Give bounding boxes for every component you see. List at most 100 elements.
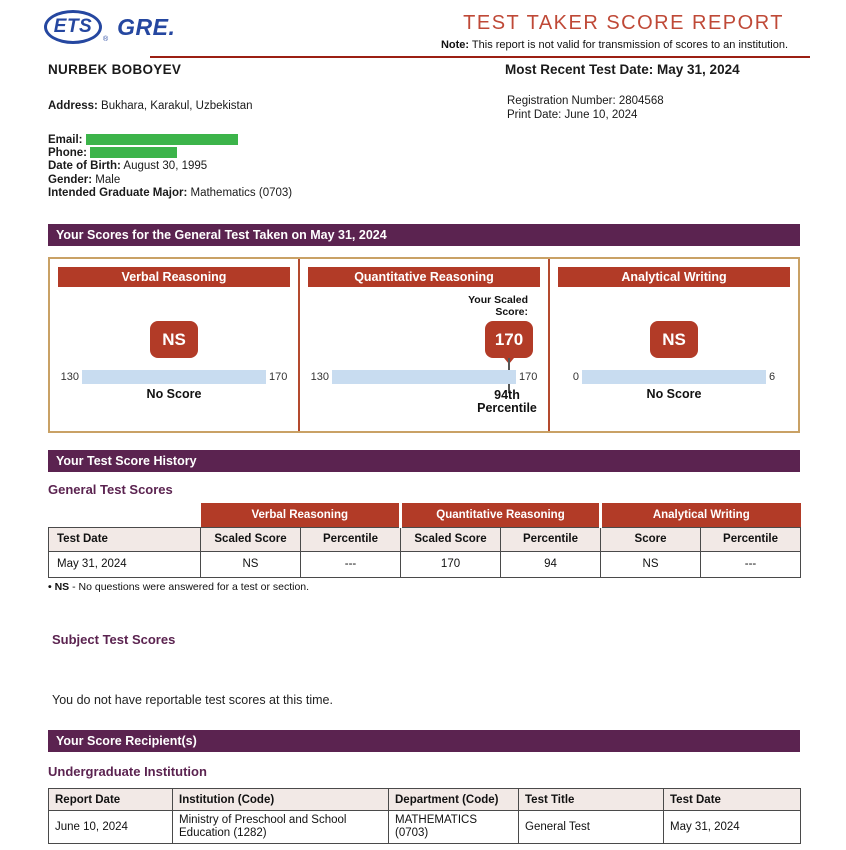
rec-cell-test-title: General Test xyxy=(518,810,664,844)
personal-info-block: Email: Phone: Date of Birth: August 30, … xyxy=(48,134,292,200)
quant-score-chip: 170 xyxy=(485,321,533,358)
panel-analytical-writing: Analytical Writing NS 0 6 No Score xyxy=(548,259,798,431)
major-label: Intended Graduate Major: xyxy=(48,186,188,199)
dob-label: Date of Birth: xyxy=(48,160,121,173)
general-scores-table: Verbal Reasoning Quantitative Reasoning … xyxy=(48,503,802,578)
writing-scale: 0 6 xyxy=(556,370,792,384)
rec-cell-report-date: June 10, 2024 xyxy=(48,810,173,844)
col-header-quant-pct: Percentile xyxy=(500,526,602,552)
email-line: Email: xyxy=(48,134,292,147)
col-header-test-date: Test Date xyxy=(48,526,201,552)
rec-header-test-date: Test Date xyxy=(663,788,801,811)
column-header-row: Test Date Scaled Score Percentile Scaled… xyxy=(48,526,802,552)
cell-test-date: May 31, 2024 xyxy=(48,550,201,578)
quant-scale-min: 130 xyxy=(310,371,329,383)
note-text: This report is not valid for transmissio… xyxy=(469,39,788,51)
quant-scaled-score-label: Your Scaled Score: xyxy=(468,294,528,318)
verbal-scale-min: 130 xyxy=(60,371,79,383)
score-panels-container: Verbal Reasoning NS 130 170 No Score Qua… xyxy=(48,257,800,433)
col-header-writing-pct: Percentile xyxy=(700,526,802,552)
registration-block: Registration Number: 2804568 Print Date:… xyxy=(507,95,664,122)
cell-quant-score: 170 xyxy=(400,550,502,578)
section-bar-recipients: Your Score Recipient(s) xyxy=(48,730,800,752)
major-line: Intended Graduate Major: Mathematics (07… xyxy=(48,187,292,200)
col-header-quant-score: Scaled Score xyxy=(400,526,502,552)
col-header-writing-score: Score xyxy=(600,526,702,552)
section-bar-history: Your Test Score History xyxy=(48,450,800,472)
address-value: Bukhara, Karakul, Uzbekistan xyxy=(97,100,253,112)
writing-scale-max: 6 xyxy=(769,371,776,383)
email-redaction-bar xyxy=(85,134,238,145)
section-bar-scores: Your Scores for the General Test Taken o… xyxy=(48,224,800,246)
writing-scale-min: 0 xyxy=(572,371,579,383)
cell-quant-pct: 94 xyxy=(500,550,602,578)
address-label: Address: xyxy=(48,100,98,112)
most-recent-test-date: Most Recent Test Date: May 31, 2024 xyxy=(505,62,740,77)
ets-gre-logo: ETS ® GRE. xyxy=(44,10,175,44)
group-header-row: Verbal Reasoning Quantitative Reasoning … xyxy=(48,503,801,527)
major-value: Mathematics (0703) xyxy=(187,186,293,199)
quant-scale-max: 170 xyxy=(519,371,538,383)
ns-footnote-text: - No questions were answered for a test … xyxy=(69,581,310,593)
rec-cell-department: MATHEMATICS (0703) xyxy=(388,810,519,844)
rec-header-report-date: Report Date xyxy=(48,788,173,811)
undergraduate-institution-heading: Undergraduate Institution xyxy=(48,764,207,779)
ets-logo-text: ETS xyxy=(53,16,93,37)
phone-line: Phone: xyxy=(48,147,292,160)
registration-number: Registration Number: 2804568 xyxy=(507,95,664,107)
rec-header-institution: Institution (Code) xyxy=(172,788,389,811)
ns-footnote: • NS - No questions were answered for a … xyxy=(48,581,309,593)
verbal-scale-max: 170 xyxy=(269,371,288,383)
validity-note: Note: This report is not valid for trans… xyxy=(441,39,788,51)
quant-percentile-line1: 94th xyxy=(494,388,520,402)
verbal-score-chip: NS xyxy=(150,321,198,358)
dob-line: Date of Birth: August 30, 1995 xyxy=(48,160,292,173)
rec-cell-institution: Ministry of Preschool and School Educati… xyxy=(172,810,389,844)
quant-percentile-caption: 94th Percentile xyxy=(466,389,548,415)
writing-score-chip: NS xyxy=(650,321,698,358)
cell-verbal-score: NS xyxy=(200,550,301,578)
table-row: June 10, 2024 Ministry of Preschool and … xyxy=(48,810,801,844)
registered-mark-icon: ® xyxy=(103,36,109,43)
rec-header-test-title: Test Title xyxy=(518,788,664,811)
page-title: TEST TAKER SCORE REPORT xyxy=(463,12,784,34)
cell-verbal-pct: --- xyxy=(299,550,402,578)
recipients-header-row: Report Date Institution (Code) Departmen… xyxy=(48,788,801,811)
col-header-verbal-pct: Percentile xyxy=(299,526,402,552)
phone-redaction-bar xyxy=(89,147,177,159)
group-header-verbal: Verbal Reasoning xyxy=(200,503,401,527)
no-reportable-scores-text: You do not have reportable test scores a… xyxy=(52,693,333,707)
email-label: Email: xyxy=(48,134,83,146)
recipients-table: Report Date Institution (Code) Departmen… xyxy=(48,788,801,844)
panel-verbal-reasoning: Verbal Reasoning NS 130 170 No Score xyxy=(50,259,298,431)
verbal-scale: 130 170 xyxy=(56,370,292,384)
panel-quantitative-reasoning: Quantitative Reasoning Your Scaled Score… xyxy=(298,259,548,431)
gender-value: Male xyxy=(92,173,121,186)
test-taker-name: NURBEK BOBOYEV xyxy=(48,62,182,77)
quant-scale-bar xyxy=(332,370,516,384)
ns-footnote-label: • NS xyxy=(48,581,70,593)
address-line: Address: Bukhara, Karakul, Uzbekistan xyxy=(48,100,253,112)
group-header-writing: Analytical Writing xyxy=(599,503,801,527)
blank-cell xyxy=(48,503,201,527)
quant-percentile-line2: Percentile xyxy=(477,401,537,415)
ets-logo-oval: ETS xyxy=(44,10,102,44)
writing-caption: No Score xyxy=(646,387,702,401)
table-row: May 31, 2024 NS --- 170 94 NS --- xyxy=(48,550,802,578)
phone-label: Phone: xyxy=(48,147,87,160)
cell-writing-score: NS xyxy=(600,550,702,578)
general-test-scores-heading: General Test Scores xyxy=(48,482,173,497)
group-header-quant: Quantitative Reasoning xyxy=(399,503,601,527)
header-divider xyxy=(150,56,810,58)
verbal-scale-bar xyxy=(82,370,266,384)
rec-cell-test-date: May 31, 2024 xyxy=(663,810,801,844)
gender-line: Gender: Male xyxy=(48,174,292,187)
cell-writing-pct: --- xyxy=(700,550,802,578)
writing-scale-bar xyxy=(582,370,766,384)
col-header-verbal-score: Scaled Score xyxy=(200,526,301,552)
verbal-panel-title: Verbal Reasoning xyxy=(58,267,290,287)
gender-label: Gender: xyxy=(48,173,93,186)
quant-scale: 130 170 xyxy=(306,370,542,384)
print-date: Print Date: June 10, 2024 xyxy=(507,108,638,121)
